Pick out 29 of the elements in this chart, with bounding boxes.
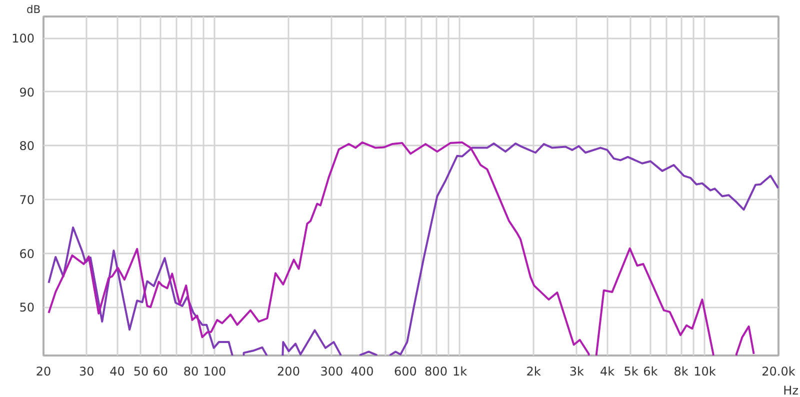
y-axis-title: dB (26, 3, 41, 16)
y-tick-label: 70 (19, 192, 35, 207)
x-tick-label: 50 (133, 364, 149, 378)
x-tick-label: 20.0k (762, 364, 796, 378)
x-tick-label: 4k (600, 364, 615, 378)
x-axis-title: Hz (783, 384, 799, 397)
x-tick-label: 8k (674, 364, 688, 378)
x-tick-label: 6k (643, 364, 658, 378)
x-tick-label: 3k (569, 364, 584, 378)
x-tick-label: 60 (152, 364, 168, 378)
y-tick-label: 80 (19, 139, 35, 154)
y-tick-label: 100 (12, 32, 34, 46)
x-tick-label: 40 (110, 364, 125, 378)
y-tick-label: 90 (19, 85, 35, 100)
x-tick-label: 1k (452, 364, 468, 378)
x-tick-label: 400 (350, 364, 374, 378)
x-tick-label: 20 (36, 364, 52, 378)
x-tick-label: 80 (183, 364, 199, 378)
x-tick-label: 5k (624, 364, 638, 378)
x-tick-label: 300 (320, 364, 344, 378)
x-tick-label: 10k (694, 364, 716, 378)
x-tick-label: 800 (424, 364, 448, 378)
x-tick-label: 600 (394, 364, 417, 378)
x-tick-label: 30 (79, 364, 94, 378)
x-tick-label: 100 (203, 364, 226, 378)
x-tick-label: 2k (526, 364, 541, 378)
y-tick-label: 50 (19, 300, 35, 315)
y-tick-label: 60 (19, 246, 35, 261)
x-tick-label: 200 (277, 364, 300, 378)
